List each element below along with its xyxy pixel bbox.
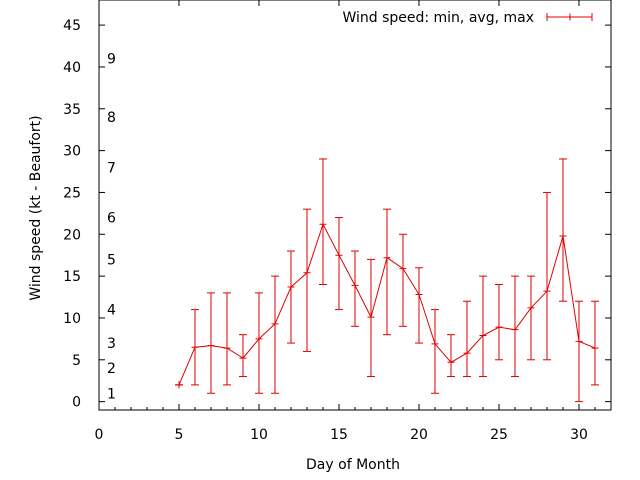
y-tick-label: 10: [63, 311, 81, 327]
beaufort-label: 2: [107, 361, 116, 377]
beaufort-label: 9: [107, 52, 116, 68]
data-point: [415, 267, 423, 344]
data-point: [271, 275, 279, 394]
x-tick-label: 20: [410, 427, 428, 443]
data-point: [575, 300, 583, 403]
x-tick-label: 30: [570, 427, 588, 443]
plot-frame: [98, 0, 612, 411]
beaufort-label: 3: [107, 336, 116, 352]
avg-marker: [351, 281, 359, 289]
beaufort-label: 7: [107, 160, 116, 176]
data-point: [223, 292, 231, 386]
data-point: [207, 292, 215, 394]
avg-marker: [511, 326, 519, 334]
data-point: [255, 292, 263, 394]
beaufort-label: 4: [107, 303, 116, 319]
avg-marker: [191, 343, 199, 351]
x-tick-label: 5: [175, 427, 184, 443]
avg-marker: [559, 232, 567, 240]
y-tick-label: 45: [63, 18, 81, 34]
y-tick-label: 15: [63, 269, 81, 285]
data-point: [543, 191, 551, 361]
data-point: [559, 158, 567, 302]
data-point: [335, 217, 343, 311]
avg-marker: [335, 251, 343, 259]
legend-label: Wind speed: min, avg, max: [342, 10, 534, 26]
avg-marker: [367, 313, 375, 321]
data-series: [175, 158, 599, 403]
beaufort-label: 5: [107, 252, 116, 268]
data-point: [591, 300, 599, 386]
data-point: [175, 381, 183, 389]
data-point: [287, 250, 295, 344]
avg-marker: [415, 291, 423, 299]
data-point: [511, 275, 519, 378]
data-point: [383, 208, 391, 336]
avg-marker: [463, 349, 471, 357]
avg-marker: [175, 381, 183, 389]
avg-marker: [223, 344, 231, 352]
data-point: [431, 309, 439, 394]
x-axis: 0 5 10 15 20 25 30: [95, 0, 612, 443]
y-tick-label: 20: [63, 227, 81, 243]
y-tick-label: 5: [72, 353, 81, 369]
data-point: [319, 158, 327, 285]
avg-marker: [271, 320, 279, 328]
x-tick-label: 0: [95, 427, 104, 443]
avg-marker: [495, 323, 503, 331]
data-point: [495, 283, 503, 361]
data-point: [479, 275, 487, 378]
data-point: [447, 334, 455, 378]
data-point: [191, 309, 199, 386]
avg-marker: [447, 358, 455, 366]
avg-marker: [287, 283, 295, 291]
avg-marker: [543, 287, 551, 295]
avg-marker: [383, 254, 391, 262]
data-point: [367, 258, 375, 378]
avg-marker: [431, 340, 439, 348]
avg-marker: [207, 342, 215, 350]
avg-marker: [479, 332, 487, 340]
y-tick-label: 30: [63, 144, 81, 160]
x-axis-label: Day of Month: [306, 457, 400, 473]
y-tick-label: 40: [63, 60, 81, 76]
legend-marker: [566, 13, 574, 21]
beaufort-label: 6: [107, 211, 116, 227]
y-axis-label: Wind speed (kt - Beaufort): [28, 115, 44, 300]
beaufort-label: 8: [107, 110, 116, 126]
avg-marker: [591, 344, 599, 352]
y-tick-label: 0: [72, 395, 81, 411]
y-tick-label: 25: [63, 185, 81, 201]
data-point: [527, 275, 535, 361]
avg-marker: [399, 265, 407, 273]
beaufort-label: 1: [107, 386, 116, 402]
avg-marker: [319, 220, 327, 228]
x-tick-label: 15: [330, 427, 348, 443]
avg-marker: [527, 304, 535, 312]
data-point: [351, 250, 359, 327]
x-tick-label: 25: [490, 427, 508, 443]
avg-marker: [303, 269, 311, 277]
data-point: [303, 208, 311, 352]
avg-marker: [239, 354, 247, 362]
legend: Wind speed: min, avg, max: [342, 10, 593, 26]
avg-marker: [255, 335, 263, 343]
x-tick-label: 10: [250, 427, 268, 443]
data-point: [463, 300, 471, 378]
data-point: [399, 233, 407, 327]
avg-marker: [575, 337, 583, 345]
beaufort-scale-labels: 1 2 3 4 5 6 7 8 9: [107, 52, 116, 403]
data-point: [239, 334, 247, 378]
y-tick-label: 35: [63, 102, 81, 118]
